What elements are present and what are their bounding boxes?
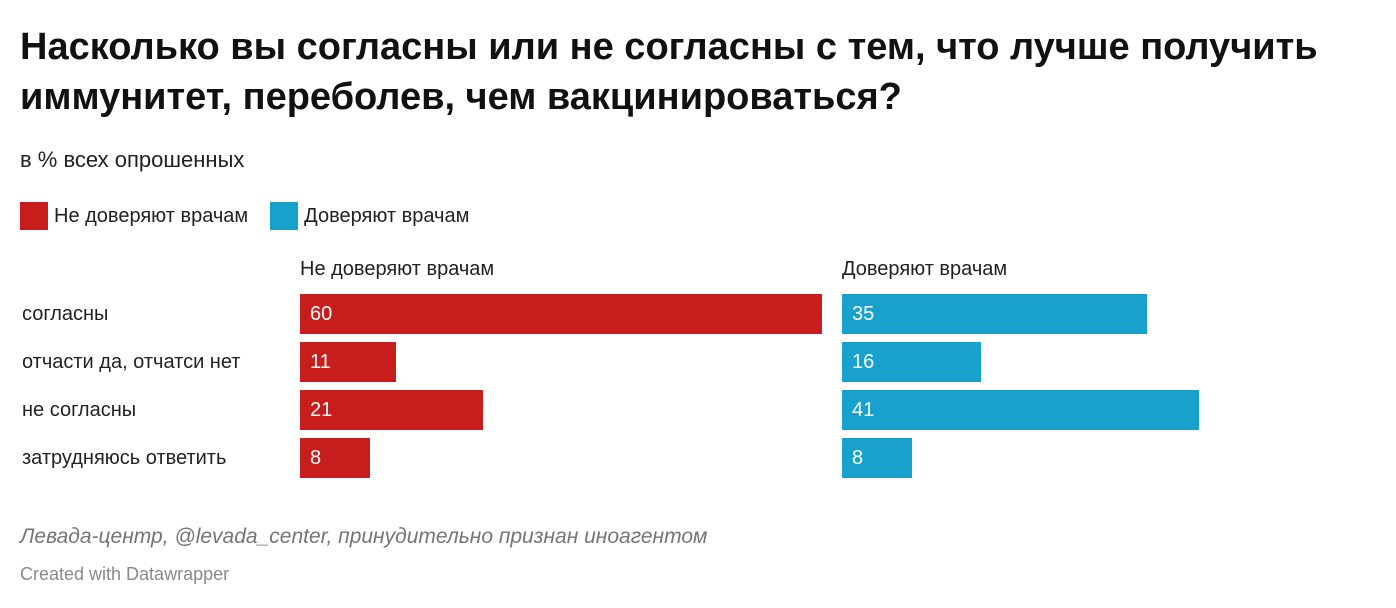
bar-s0-c0 — [300, 294, 822, 334]
legend-item-trust: Доверяют врачам — [270, 202, 469, 230]
bar-value-s1-c3: 8 — [852, 447, 864, 469]
legend-label-not-trust: Не доверяют врачам — [54, 204, 249, 227]
legend-item-not-trust: Не доверяют врачам — [20, 202, 248, 230]
bar-value-s0-c0: 60 — [310, 303, 333, 325]
row-label-3: затрудняюсь ответить — [22, 447, 227, 469]
bar-s1-c2 — [842, 390, 1199, 430]
bar-s1-c3 — [842, 438, 912, 478]
datawrapper-credit: Created with Datawrapper — [20, 564, 230, 584]
bar-value-s0-c3: 8 — [310, 447, 322, 469]
column-header-1: Доверяют врачам — [842, 258, 1008, 280]
bar-value-s1-c2: 41 — [852, 399, 875, 421]
source-note: Левада-центр, @levada_center, принудител… — [20, 525, 708, 548]
bar-s0-c2 — [300, 390, 483, 430]
bar-s1-c0 — [842, 294, 1147, 334]
column-header-0: Не доверяют врачам — [300, 258, 495, 280]
bar-s0-c3 — [300, 438, 370, 478]
chart-subtitle: в % всех опрошенных — [20, 147, 245, 172]
legend: Не доверяют врачам Доверяют врачам — [20, 202, 491, 230]
bar-value-s1-c1: 16 — [852, 351, 875, 373]
row-label-2: не согласны — [22, 399, 137, 421]
legend-swatch-blue — [270, 202, 299, 230]
bar-s1-c1 — [842, 342, 981, 382]
bar-value-s0-c2: 21 — [310, 399, 333, 421]
chart-title: Насколько вы согласны или не согласны с … — [20, 26, 1318, 118]
row-label-0: согласны — [22, 303, 109, 325]
bar-value-s1-c0: 35 — [852, 303, 875, 325]
bar-value-s0-c1: 11 — [310, 351, 331, 373]
legend-swatch-red — [20, 202, 48, 230]
bar-s0-c1 — [300, 342, 396, 382]
legend-label-trust: Доверяют врачам — [304, 204, 470, 227]
row-label-1: отчасти да, отчатси нет — [22, 351, 241, 373]
